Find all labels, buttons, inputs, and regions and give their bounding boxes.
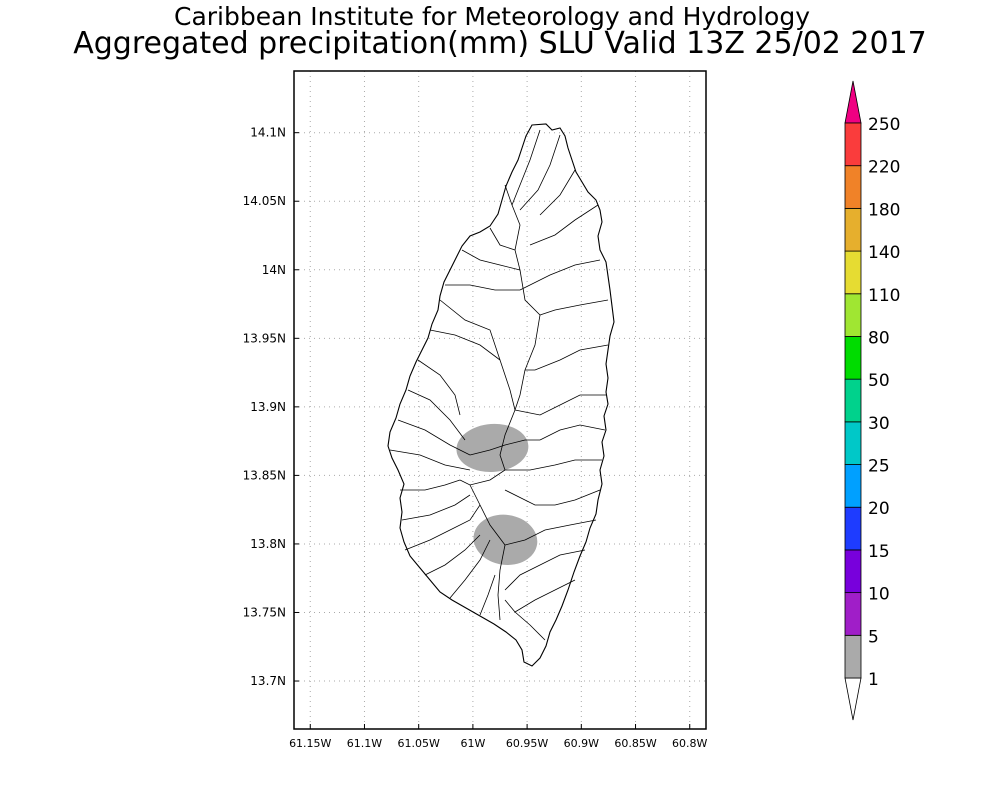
colorbar-segment — [844, 378, 862, 423]
river-basins — [389, 129, 609, 641]
lat-tick-label: 14N — [262, 263, 286, 277]
colorbar-segment — [844, 549, 862, 594]
lon-tick-label: 60.8W — [672, 737, 707, 750]
colorbar-segment — [844, 293, 862, 337]
map-frame — [293, 70, 707, 730]
precipitation-layer — [456, 423, 538, 565]
colorbar-level-label: 80 — [868, 328, 890, 348]
title-line-2: Aggregated precipitation(mm) SLU Valid 1… — [73, 26, 927, 61]
island-coastline — [387, 123, 615, 667]
lat-tick-label: 14.1N — [250, 126, 286, 140]
colorbar-below-triangle — [844, 677, 862, 721]
colorbar-level-label: 15 — [868, 542, 890, 562]
colorbar-segment — [844, 250, 862, 295]
colorbar-level-label: 30 — [868, 414, 890, 434]
colorbar-level-label: 20 — [868, 499, 890, 519]
grid-lines — [294, 71, 706, 729]
lat-tick-label: 13.7N — [250, 674, 286, 688]
lat-tick-label: 13.8N — [250, 537, 286, 551]
colorbar-level-label: 220 — [868, 158, 900, 178]
colorbar-level-label: 1 — [868, 670, 879, 690]
colorbar-segment — [844, 464, 862, 508]
colorbar-level-label: 110 — [868, 286, 900, 306]
colorbar-level-label: 10 — [868, 585, 890, 605]
lat-tick-label: 13.85N — [243, 468, 286, 482]
latitude-tick-labels: 14.1N 14.05N 14N 13.95N 13.9N 13.85N 13.8N 13.7… — [243, 126, 299, 688]
lon-tick-label: 61.05W — [397, 737, 439, 750]
colorbar-level-label: 5 — [868, 627, 879, 647]
colorbar-segment — [844, 207, 862, 252]
lon-tick-label: 60.95W — [506, 737, 548, 750]
colorbar-segment — [844, 421, 862, 465]
lon-tick-label: 61.15W — [289, 737, 331, 750]
lon-tick-label: 61W — [460, 737, 485, 750]
lat-tick-label: 13.95N — [243, 331, 286, 345]
lat-tick-label: 13.9N — [250, 400, 286, 414]
colorbar-above-triangle — [844, 80, 862, 124]
colorbar-segment — [844, 634, 862, 679]
colorbar-segment — [844, 336, 862, 380]
colorbar-segment — [844, 122, 862, 167]
lat-tick-label: 14.05N — [243, 194, 286, 208]
colorbar-level-label: 25 — [868, 457, 890, 477]
lon-tick-label: 60.85W — [614, 737, 656, 750]
lon-tick-label: 61.1W — [347, 737, 382, 750]
colorbar-segment — [844, 165, 862, 209]
island-map — [387, 123, 615, 667]
colorbar-level-label: 140 — [868, 243, 900, 263]
colorbar-level-label: 250 — [868, 115, 900, 135]
colorbar-level-label: 180 — [868, 200, 900, 220]
longitude-tick-labels: 61.15W 61.1W 61.05W 61W 60.95W 60.9W 60.85W 60.… — [289, 724, 708, 750]
lon-tick-label: 60.9W — [564, 737, 599, 750]
colorbar-level-label: 50 — [868, 371, 890, 391]
precip-area-1-5 — [456, 423, 529, 473]
title-line-1: Caribbean Institute for Meteorology and … — [174, 2, 810, 31]
lat-tick-label: 13.75N — [243, 605, 286, 619]
precip-area-1-5 — [473, 514, 538, 565]
colorbar-segment — [844, 506, 862, 551]
colorbar-segment — [844, 592, 862, 636]
